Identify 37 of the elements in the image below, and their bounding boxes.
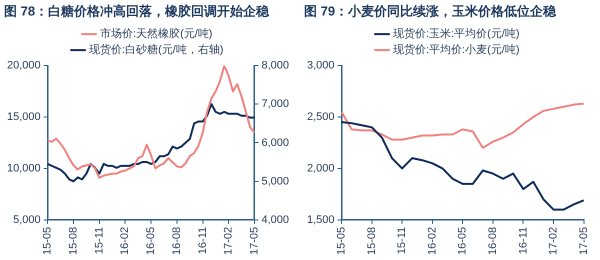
y2-tick-label: 7,000	[261, 98, 290, 110]
x-tick-label: 15-11	[93, 226, 106, 254]
legend-label: 现货价:玉米:平均价(元/吨)	[393, 27, 520, 40]
y-tick-label: 15,000	[6, 111, 41, 124]
legend-label: 现货价:白砂糖(元/吨，右轴)	[89, 43, 224, 56]
y-tick-label: 1,500	[306, 214, 335, 226]
legend-label: 市场价:天然橡胶(元/吨)	[100, 27, 212, 40]
x-tick-label: 16-05	[145, 226, 158, 256]
y2-tick-label: 4,000	[261, 214, 290, 226]
chart-title: 图 78：白糖价格冲高回落，橡胶回调开始企稳	[4, 3, 270, 18]
x-tick-label: 16-11	[196, 226, 209, 254]
x-tick-label: 15-11	[396, 226, 408, 254]
x-tick-label: 15-05	[336, 226, 348, 256]
x-tick-label: 15-05	[42, 226, 54, 256]
y-tick-label: 2,000	[306, 162, 335, 174]
y2-tick-label: 5,000	[261, 175, 290, 188]
x-tick-label: 17-05	[248, 226, 261, 256]
x-tick-label: 16-02	[119, 226, 132, 256]
x-tick-label: 17-02	[222, 226, 235, 256]
x-tick-label: 17-05	[578, 226, 590, 256]
y-tick-label: 3,000	[306, 60, 335, 72]
y2-tick-label: 8,000	[261, 60, 290, 72]
chart-title: 图 79：小麦价同比续涨，玉米价格低位企稳	[304, 3, 558, 18]
x-tick-label: 16-02	[426, 226, 438, 256]
y-tick-label: 20,000	[6, 60, 41, 72]
x-tick-label: 16-08	[486, 226, 499, 256]
x-tick-label: 15-08	[68, 226, 80, 256]
x-tick-label: 16-11	[517, 226, 530, 254]
x-tick-label: 16-08	[170, 226, 183, 256]
legend-label: 现货价:平均价:小麦(元/吨)	[393, 43, 520, 56]
y-tick-label: 5,000	[13, 214, 41, 226]
y2-tick-label: 6,000	[261, 136, 290, 149]
x-tick-label: 17-02	[548, 226, 560, 256]
x-tick-label: 15-08	[366, 226, 378, 256]
y-tick-label: 10,000	[6, 162, 41, 174]
x-tick-label: 16-05	[456, 226, 469, 256]
y-tick-label: 2,500	[306, 111, 335, 124]
